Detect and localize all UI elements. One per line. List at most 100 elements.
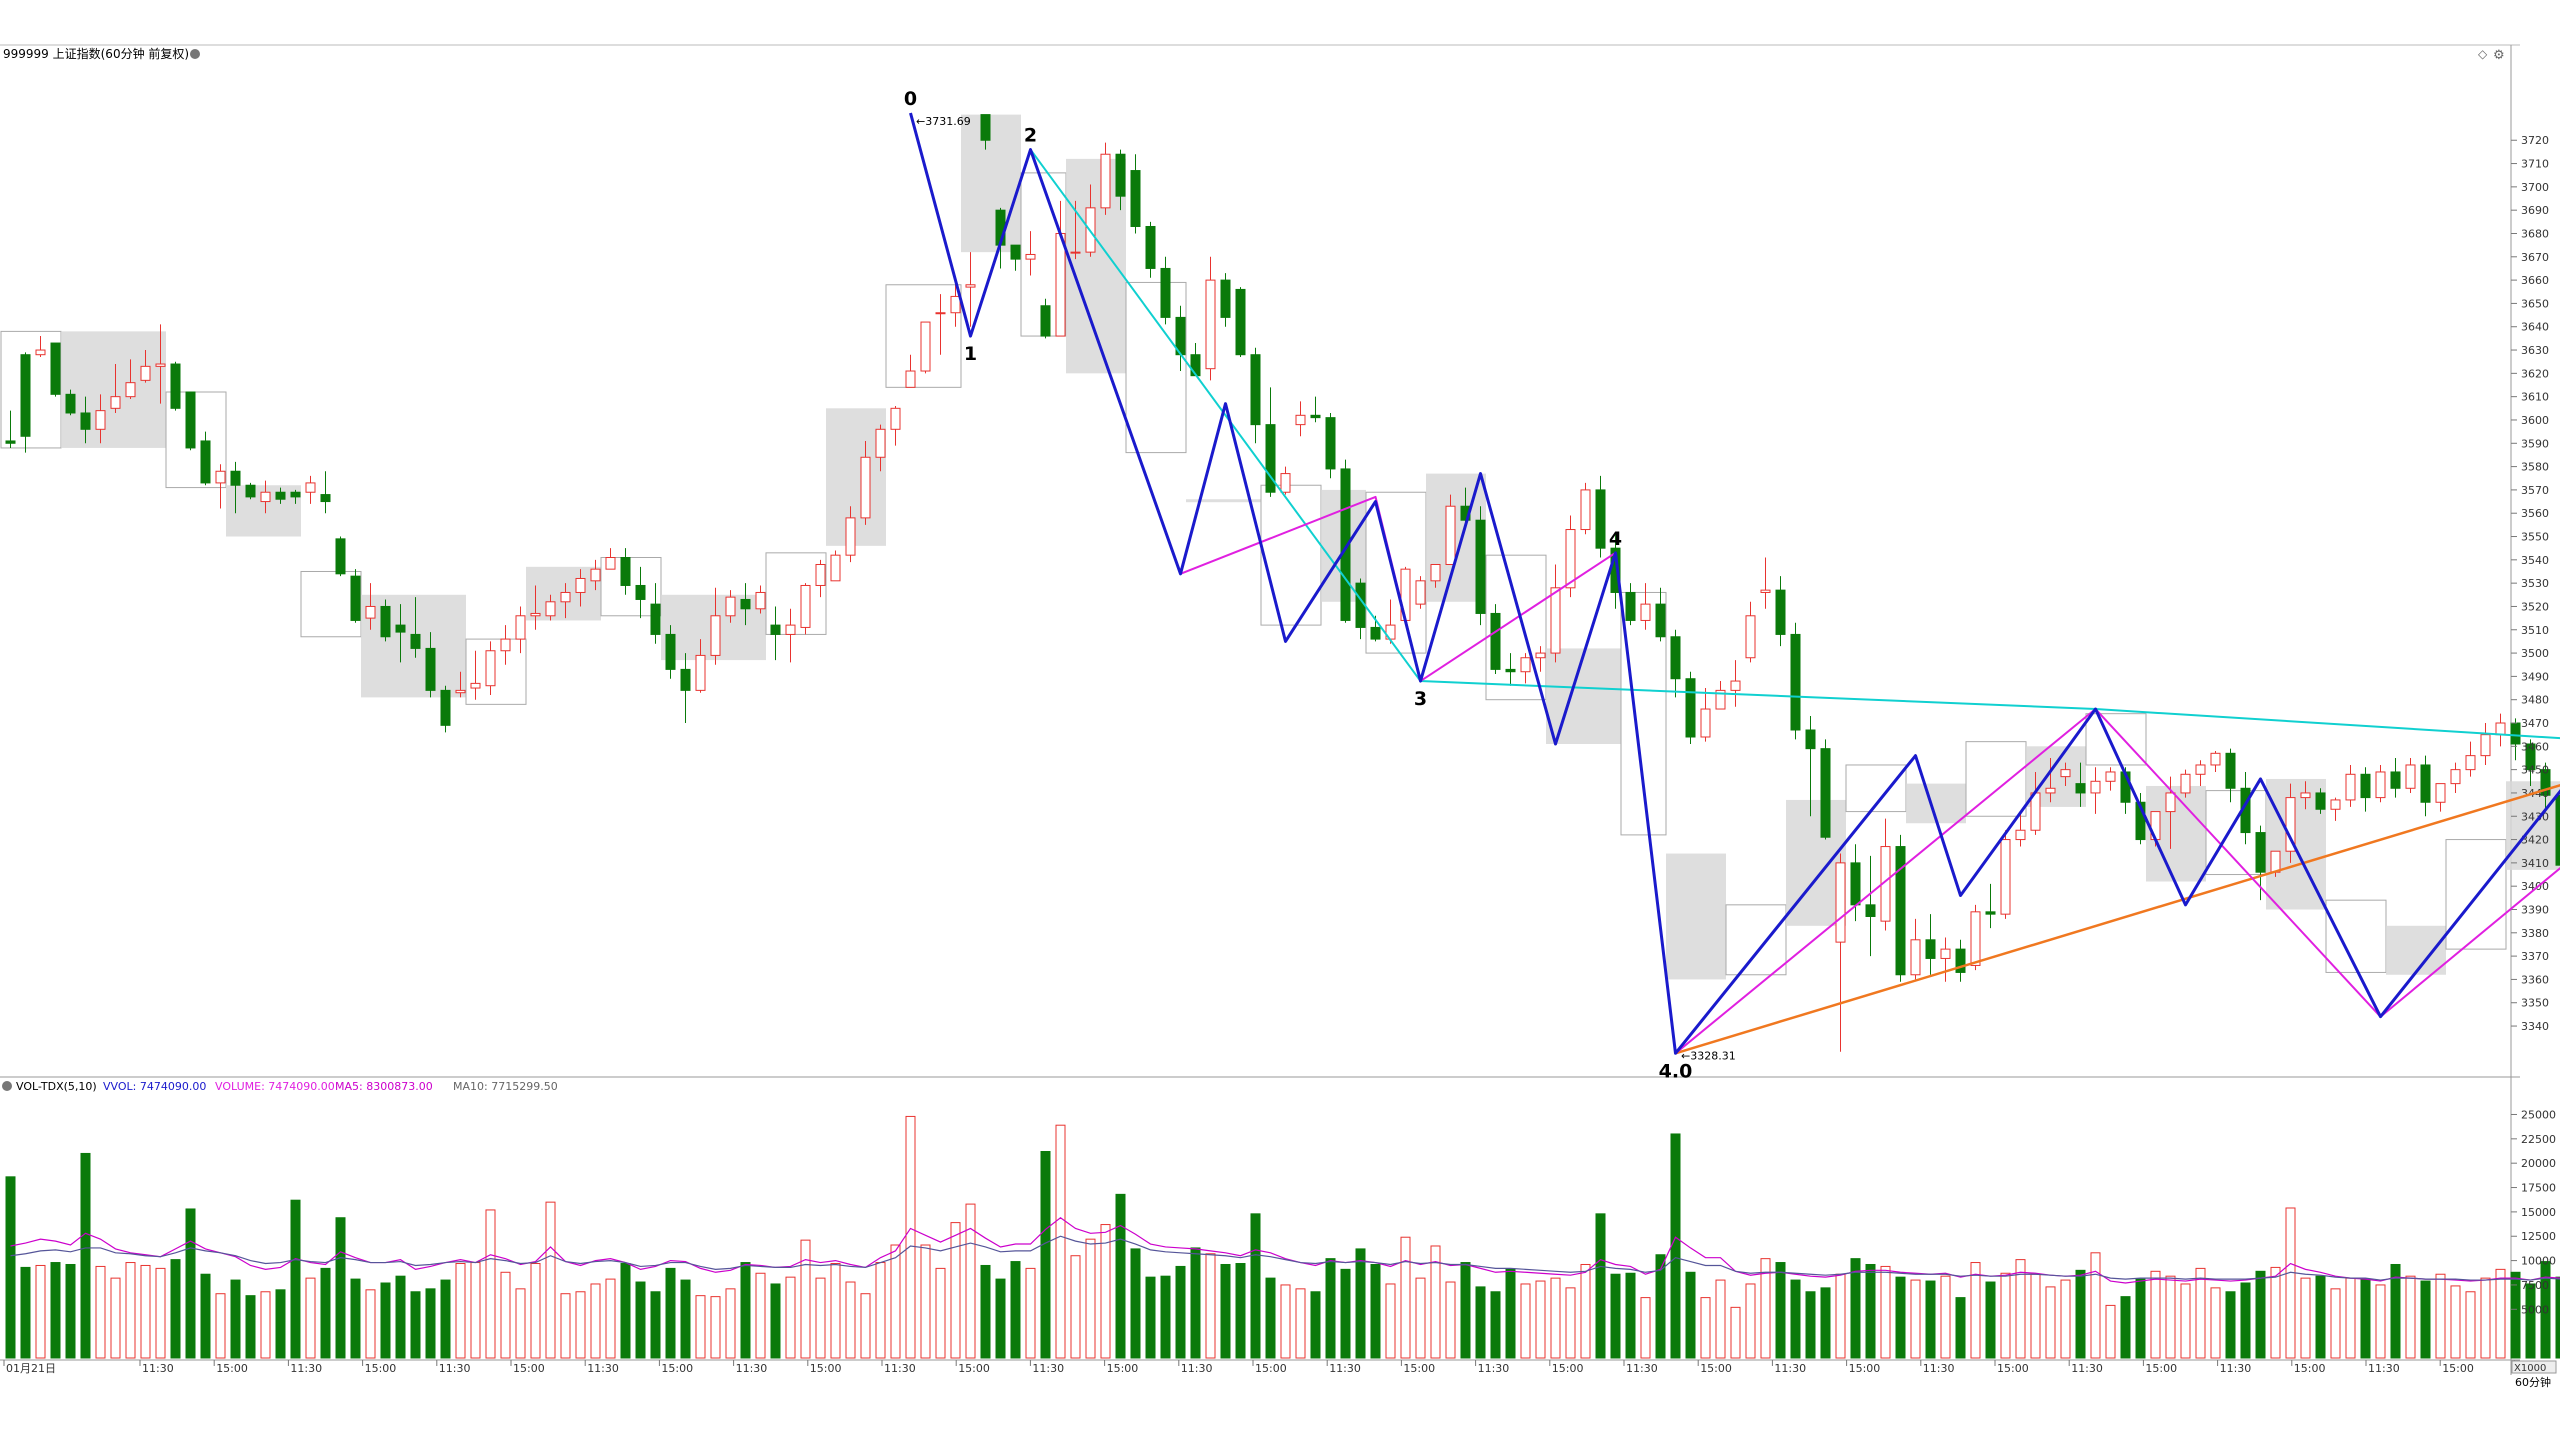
candle[interactable] <box>1235 287 1246 358</box>
candle[interactable] <box>50 342 61 397</box>
volume-bar[interactable] <box>1850 1258 1861 1359</box>
zoom-label[interactable]: X1000 <box>2514 1363 2546 1374</box>
candle[interactable] <box>2015 811 2026 847</box>
candle[interactable] <box>830 550 841 582</box>
candle[interactable] <box>1745 601 1756 663</box>
volume-bar[interactable] <box>335 1217 346 1359</box>
volume-bar[interactable] <box>2435 1273 2446 1359</box>
candle[interactable] <box>2465 741 2476 777</box>
candle[interactable] <box>440 685 451 733</box>
candle[interactable] <box>2555 791 2560 880</box>
candle[interactable] <box>2000 830 2011 919</box>
volume-bar[interactable] <box>1775 1262 1786 1359</box>
volume-bar[interactable] <box>1445 1281 1456 1359</box>
candle[interactable] <box>1550 564 1561 663</box>
candle[interactable] <box>2405 757 2416 793</box>
candle[interactable] <box>815 559 826 598</box>
volume-bar[interactable] <box>2480 1277 2491 1359</box>
volume-bar[interactable] <box>2285 1207 2296 1359</box>
volume-bar[interactable] <box>1175 1265 1186 1359</box>
volume-bar[interactable] <box>170 1259 181 1359</box>
candle[interactable] <box>5 410 16 448</box>
candle[interactable] <box>770 606 781 661</box>
candle[interactable] <box>1910 918 1921 980</box>
candle[interactable] <box>2300 781 2311 810</box>
candle[interactable] <box>185 391 196 451</box>
volume-bar[interactable] <box>935 1267 946 1359</box>
candle[interactable] <box>1715 681 1726 710</box>
candle[interactable] <box>1820 739 1831 840</box>
candle[interactable] <box>1475 506 1486 626</box>
candle[interactable] <box>725 590 736 623</box>
candle[interactable] <box>560 583 571 619</box>
candle[interactable] <box>2210 750 2221 772</box>
candle[interactable] <box>1415 576 1426 609</box>
volume-bar[interactable] <box>590 1283 601 1359</box>
volume-bar[interactable] <box>1100 1224 1111 1359</box>
candle[interactable] <box>1490 604 1501 675</box>
volume-bar[interactable] <box>755 1272 766 1359</box>
volume-bar[interactable] <box>1730 1306 1741 1359</box>
volume-panel[interactable] <box>5 1115 2560 1359</box>
candle[interactable] <box>2375 764 2386 803</box>
volume-bar[interactable] <box>110 1277 121 1359</box>
candle[interactable] <box>2540 762 2551 812</box>
volume-bar[interactable] <box>725 1288 736 1359</box>
candle[interactable] <box>965 252 976 327</box>
candle[interactable] <box>890 405 901 446</box>
volume-bar[interactable] <box>2030 1273 2041 1359</box>
volume-bar[interactable] <box>1955 1297 1966 1359</box>
volume-bar[interactable] <box>2045 1286 2056 1359</box>
candle[interactable] <box>380 599 391 642</box>
volume-bar[interactable] <box>980 1264 991 1359</box>
candle[interactable] <box>1685 671 1696 744</box>
candle[interactable] <box>1220 273 1231 327</box>
candle[interactable] <box>290 489 301 504</box>
volume-bar[interactable] <box>1910 1279 1921 1359</box>
candle[interactable] <box>1295 401 1306 437</box>
volume-bar[interactable] <box>1310 1291 1321 1359</box>
volume-bar[interactable] <box>965 1203 976 1359</box>
volume-bar[interactable] <box>290 1199 301 1359</box>
volume-bar[interactable] <box>1760 1258 1771 1359</box>
volume-bar[interactable] <box>275 1289 286 1359</box>
candle[interactable] <box>1325 412 1336 479</box>
candle[interactable] <box>2135 792 2146 845</box>
candle[interactable] <box>2180 769 2191 798</box>
volume-bar[interactable] <box>395 1275 406 1359</box>
volume-bar[interactable] <box>455 1263 466 1359</box>
candle[interactable] <box>140 350 151 383</box>
volume-bar[interactable] <box>1715 1279 1726 1359</box>
candle[interactable] <box>470 650 481 700</box>
volume-bar[interactable] <box>515 1288 526 1359</box>
candle[interactable] <box>575 569 586 607</box>
candle[interactable] <box>365 583 376 630</box>
chart-title-menu-icon[interactable] <box>190 49 200 59</box>
volume-bar[interactable] <box>1790 1279 1801 1359</box>
volume-bar[interactable] <box>1550 1277 1561 1359</box>
volume-bar[interactable] <box>50 1262 61 1359</box>
volume-bar[interactable] <box>380 1282 391 1359</box>
volume-bar[interactable] <box>1880 1265 1891 1359</box>
candle[interactable] <box>500 625 511 665</box>
volume-bar[interactable] <box>2555 1276 2560 1359</box>
volume-bar[interactable] <box>665 1267 676 1359</box>
volume-bar[interactable] <box>365 1289 376 1359</box>
volume-bar[interactable] <box>1355 1248 1366 1359</box>
volume-bar[interactable] <box>2360 1278 2371 1359</box>
volume-bar[interactable] <box>560 1293 571 1359</box>
volume-bar[interactable] <box>2540 1261 2551 1359</box>
volume-bar[interactable] <box>1115 1193 1126 1359</box>
volume-bar[interactable] <box>230 1279 241 1359</box>
candle[interactable] <box>635 566 646 619</box>
volume-bar[interactable] <box>605 1278 616 1359</box>
candle[interactable] <box>1280 466 1291 495</box>
volume-bar[interactable] <box>1250 1213 1261 1359</box>
volume-bar[interactable] <box>200 1273 211 1359</box>
volume-bar[interactable] <box>2105 1304 2116 1359</box>
candle[interactable] <box>680 653 691 724</box>
volume-bar[interactable] <box>1160 1275 1171 1359</box>
volume-bar[interactable] <box>1535 1280 1546 1359</box>
volume-bar[interactable] <box>815 1277 826 1359</box>
candle[interactable] <box>2315 788 2326 814</box>
